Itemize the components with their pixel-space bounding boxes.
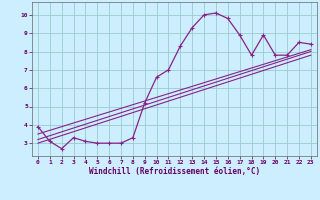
X-axis label: Windchill (Refroidissement éolien,°C): Windchill (Refroidissement éolien,°C) [89,167,260,176]
